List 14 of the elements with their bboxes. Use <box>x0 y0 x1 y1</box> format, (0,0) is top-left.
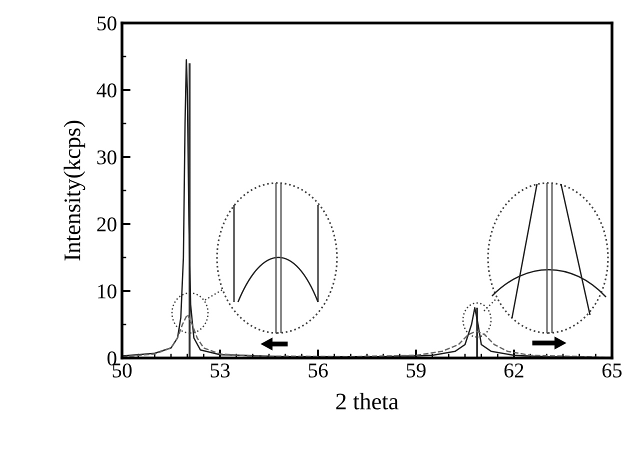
x-axis-title: 2 theta <box>336 392 398 410</box>
y-tick-label: 50 <box>98 16 116 30</box>
y-axis-title: Intensity(kcps) <box>64 120 86 260</box>
y-tick-label: 30 <box>97 150 116 164</box>
y-tick-label: 0 <box>108 351 116 366</box>
x-tick-label: 53 <box>210 364 230 378</box>
x-tick-label: 59 <box>406 364 426 378</box>
y-tick-label: 40 <box>96 83 116 98</box>
x-tick-label: 50 <box>112 363 132 378</box>
x-tick-label: 62 <box>504 364 524 378</box>
y-tick-label: 10 <box>98 284 116 298</box>
x-tick-label: 65 <box>602 364 622 378</box>
x-tick-label: 56 <box>308 364 328 378</box>
y-tick-label: 20 <box>97 217 116 232</box>
